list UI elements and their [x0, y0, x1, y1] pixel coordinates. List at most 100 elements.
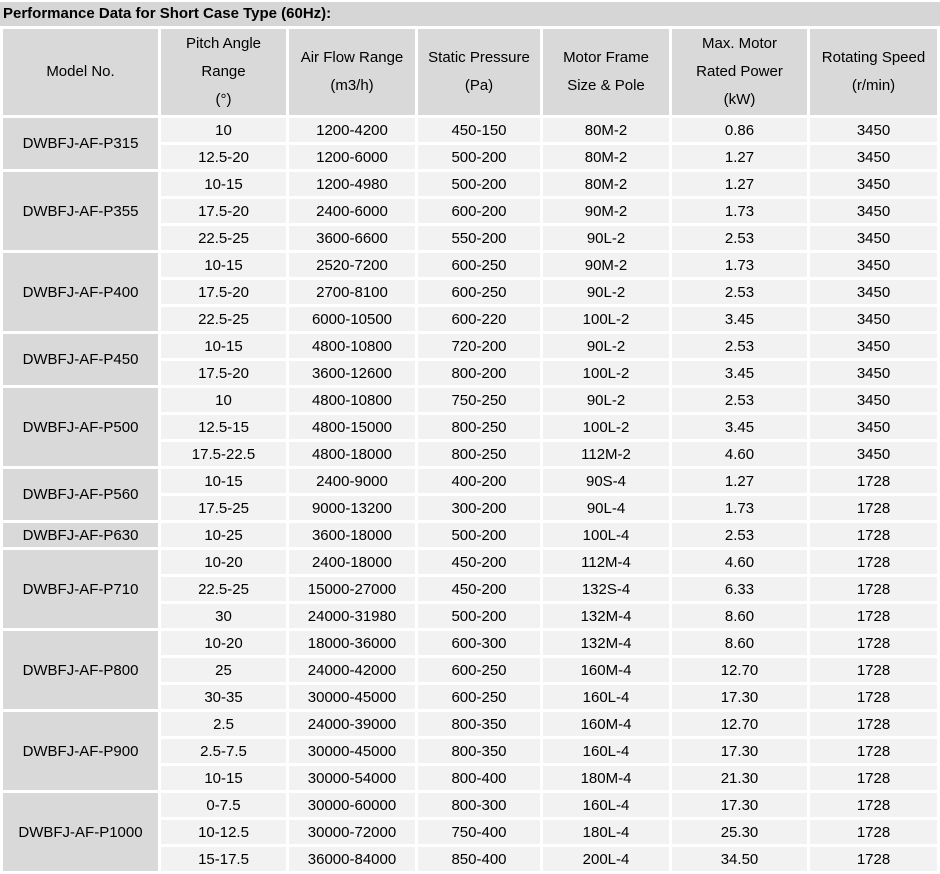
column-header-static-pressure: Static Pressure (Pa)	[418, 29, 540, 115]
air-flow-cell: 24000-42000	[289, 658, 415, 682]
table-row: DWBFJ-AF-P800 10-20 18000-36000 600-300 132M…	[3, 631, 937, 709]
pitch-angle-cell: 17.5-20	[161, 280, 286, 304]
column-header-line: Motor Frame	[563, 49, 649, 66]
table-row: DWBFJ-AF-P710 10-20 2400-18000 450-200 112M-…	[3, 550, 937, 628]
air-flow-cell: 6000-10500	[289, 307, 415, 331]
column-header-line: Rated Power	[696, 63, 783, 80]
pitch-angle-cell: 10	[161, 118, 286, 142]
static-pressure-cell: 800-350	[418, 739, 540, 763]
air-flow-cell: 24000-39000	[289, 712, 415, 736]
air-flow-cell: 1200-4200	[289, 118, 415, 142]
air-flow-cell: 2520-7200	[289, 253, 415, 277]
rotating-speed-cell: 1728	[810, 847, 937, 871]
model-cell: DWBFJ-AF-P315	[3, 118, 158, 169]
rotating-speed-cell: 3450	[810, 334, 937, 358]
column-header-line: Max. Motor	[701, 35, 777, 52]
rated-power-cell: 4.60	[672, 550, 807, 574]
table-row: DWBFJ-AF-P400 10-15 2520-7200 600-250 90M-2 1…	[3, 253, 937, 331]
motor-frame-cell: 90L-2	[543, 388, 669, 412]
air-flow-cell: 30000-45000	[289, 685, 415, 709]
pitch-angle-cell: 10-12.5	[161, 820, 286, 844]
rated-power-cell: 2.53	[672, 280, 807, 304]
motor-frame-cell: 80M-2	[543, 118, 669, 142]
pitch-angle-cell: 22.5-25	[161, 307, 286, 331]
motor-frame-cell: 160M-4	[543, 712, 669, 736]
model-cell: DWBFJ-AF-P500	[3, 388, 158, 466]
static-pressure-cell: 600-250	[418, 685, 540, 709]
table-row: DWBFJ-AF-P500 10 4800-10800 750-250 90L-2 2.5…	[3, 388, 937, 466]
table-row: 22.5-25 15000-27000 450-200 132S-4 6.33 1728	[3, 577, 937, 601]
table-header: Model No. Pitch Angle Range (°) Air Flow Ran…	[3, 29, 937, 115]
table-row: 17.5-20 3600-12600 800-200 100L-2 3.45 3450	[3, 361, 937, 385]
pitch-angle-cell: 2.5	[161, 712, 286, 736]
rotating-speed-cell: 3450	[810, 415, 937, 439]
pitch-angle-cell: 10	[161, 388, 286, 412]
table-row: 30 24000-31980 500-200 132M-4 8.60 1728	[3, 604, 937, 628]
column-header-rotating-speed: Rotating Speed (r/min)	[810, 29, 937, 115]
rotating-speed-cell: 1728	[810, 712, 937, 736]
table-row: 10-15 30000-54000 800-400 180M-4 21.30 1728	[3, 766, 937, 790]
motor-frame-cell: 132M-4	[543, 604, 669, 628]
rotating-speed-cell: 1728	[810, 685, 937, 709]
column-header-line: Size & Pole	[567, 77, 645, 94]
static-pressure-cell: 400-200	[418, 469, 540, 493]
rotating-speed-cell: 1728	[810, 577, 937, 601]
static-pressure-cell: 750-250	[418, 388, 540, 412]
rotating-speed-cell: 3450	[810, 172, 937, 196]
pitch-angle-cell: 30-35	[161, 685, 286, 709]
air-flow-cell: 1200-4980	[289, 172, 415, 196]
table-row: 17.5-20 2700-8100 600-250 90L-2 2.53 3450	[3, 280, 937, 304]
air-flow-cell: 30000-72000	[289, 820, 415, 844]
static-pressure-cell: 600-300	[418, 631, 540, 655]
rotating-speed-cell: 3450	[810, 253, 937, 277]
motor-frame-cell: 160L-4	[543, 793, 669, 817]
column-header-line: (°)	[215, 91, 232, 108]
rated-power-cell: 17.30	[672, 685, 807, 709]
static-pressure-cell: 720-200	[418, 334, 540, 358]
air-flow-cell: 2400-18000	[289, 550, 415, 574]
rotating-speed-cell: 1728	[810, 766, 937, 790]
rated-power-cell: 2.53	[672, 226, 807, 250]
rated-power-cell: 2.53	[672, 523, 807, 547]
air-flow-cell: 24000-31980	[289, 604, 415, 628]
rated-power-cell: 1.73	[672, 496, 807, 520]
column-header-line: (Pa)	[464, 77, 494, 94]
table-row: 15-17.5 36000-84000 850-400 200L-4 34.50 1728	[3, 847, 937, 871]
air-flow-cell: 18000-36000	[289, 631, 415, 655]
motor-frame-cell: 100L-2	[543, 415, 669, 439]
pitch-angle-cell: 15-17.5	[161, 847, 286, 871]
rotating-speed-cell: 3450	[810, 388, 937, 412]
static-pressure-cell: 600-250	[418, 658, 540, 682]
table-body: DWBFJ-AF-P315 10 1200-4200 450-150 80M-2 0.86…	[3, 118, 937, 871]
rated-power-cell: 1.27	[672, 145, 807, 169]
column-header-line: (m3/h)	[330, 77, 374, 94]
pitch-angle-cell: 10-15	[161, 334, 286, 358]
pitch-angle-cell: 17.5-20	[161, 199, 286, 223]
rotating-speed-cell: 3450	[810, 226, 937, 250]
model-cell: DWBFJ-AF-P560	[3, 469, 158, 520]
model-cell: DWBFJ-AF-P400	[3, 253, 158, 331]
air-flow-cell: 2400-6000	[289, 199, 415, 223]
motor-frame-cell: 90L-4	[543, 496, 669, 520]
air-flow-cell: 4800-18000	[289, 442, 415, 466]
performance-table: Model No. Pitch Angle Range (°) Air Flow Ran…	[0, 26, 940, 874]
rotating-speed-cell: 1728	[810, 469, 937, 493]
motor-frame-cell: 112M-4	[543, 550, 669, 574]
column-header-line: (kW)	[723, 91, 756, 108]
model-cell: DWBFJ-AF-P900	[3, 712, 158, 790]
rotating-speed-cell: 1728	[810, 631, 937, 655]
pitch-angle-cell: 10-15	[161, 172, 286, 196]
rotating-speed-cell: 1728	[810, 658, 937, 682]
air-flow-cell: 1200-6000	[289, 145, 415, 169]
pitch-angle-cell: 10-15	[161, 253, 286, 277]
static-pressure-cell: 500-200	[418, 604, 540, 628]
static-pressure-cell: 500-200	[418, 145, 540, 169]
pitch-angle-cell: 17.5-20	[161, 361, 286, 385]
motor-frame-cell: 80M-2	[543, 172, 669, 196]
model-cell: DWBFJ-AF-P800	[3, 631, 158, 709]
rotating-speed-cell: 3450	[810, 307, 937, 331]
rotating-speed-cell: 3450	[810, 118, 937, 142]
table-title: Performance Data for Short Case Type (60…	[0, 2, 940, 26]
column-header-line: Static Pressure	[428, 49, 530, 66]
table-row: DWBFJ-AF-P355 10-15 1200-4980 500-200 80M-2 1…	[3, 172, 937, 250]
